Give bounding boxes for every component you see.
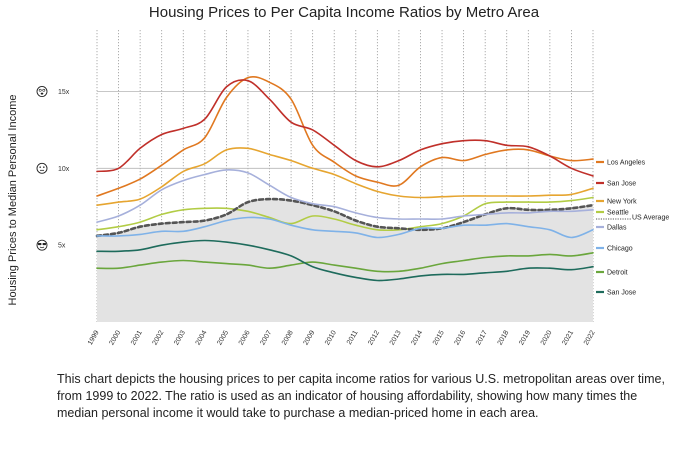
- x-tick-label: 2006: [238, 329, 252, 346]
- x-tick-label: 2003: [173, 329, 187, 346]
- legend-label: Chicago: [607, 246, 633, 253]
- x-tick-label: 2002: [152, 329, 166, 346]
- neutral-face-icon: [36, 162, 48, 174]
- series-line-1: [96, 79, 594, 177]
- x-tick-label: 2009: [303, 329, 317, 346]
- eye-left: [38, 88, 42, 92]
- series-line-3: [96, 196, 594, 232]
- x-tick-label: 2004: [195, 329, 209, 346]
- face-outline: [36, 239, 48, 251]
- x-tick-label: 2001: [130, 329, 144, 346]
- x-tick-label: 2016: [453, 329, 467, 346]
- y-tick-label: 10x: [58, 166, 70, 173]
- x-tick-label: 2013: [389, 329, 403, 346]
- x-tick-label: 2019: [518, 329, 532, 346]
- chart: Housing Prices to Per Capita Income Rati…: [7, 4, 669, 346]
- plot-area: 5x 10x 15x 1999 2000 2001 2002 2003 2004 2005 2006…: [36, 30, 669, 346]
- legend-label: Los Angeles: [607, 160, 646, 167]
- x-tick-label: 2018: [497, 329, 511, 346]
- series-line-6: [96, 216, 594, 239]
- eye-left: [39, 166, 41, 168]
- face-outline: [36, 162, 48, 174]
- series-line-4: [95, 197, 595, 238]
- us-average-shaded-area: [97, 199, 593, 322]
- series-line-7: [96, 252, 594, 273]
- sunglass-left: [38, 242, 42, 246]
- dizzy-face-icon: [36, 86, 48, 97]
- eye-right: [42, 88, 46, 92]
- face-outline: [36, 86, 48, 97]
- x-tick-label: 2021: [561, 329, 575, 346]
- legend-label: San Jose: [607, 290, 636, 297]
- legend-label: Seattle: [607, 210, 629, 217]
- x-tick-label: 1999: [87, 329, 101, 346]
- series-line-2: [96, 147, 594, 206]
- y-tick-label: 15x: [58, 89, 70, 96]
- series-line-0: [96, 75, 594, 197]
- x-tick-label: 2017: [475, 329, 489, 346]
- legend-label: US Average: [632, 215, 669, 222]
- sunglass-right: [42, 242, 46, 246]
- x-tick-label: 2012: [367, 329, 381, 346]
- x-tick-label: 2005: [216, 329, 230, 346]
- chart-title: Housing Prices to Per Capita Income Rati…: [149, 4, 540, 21]
- legend-label: Dallas: [607, 225, 627, 232]
- eye-right: [43, 166, 45, 168]
- x-tick-label: 2015: [432, 329, 446, 346]
- smile: [39, 246, 45, 249]
- y-tick-label: 5x: [58, 243, 66, 250]
- x-tick-label: 2011: [346, 329, 360, 346]
- series-line-5: [96, 169, 594, 223]
- x-tick-label: 2022: [583, 329, 597, 346]
- series-line-8: [96, 239, 594, 282]
- x-tick-label: 2008: [281, 329, 295, 346]
- legend-label: Detroit: [607, 270, 628, 277]
- mouth: [40, 92, 44, 95]
- x-tick-label: 2010: [324, 329, 338, 346]
- legend-label: San Jose: [607, 181, 636, 188]
- x-tick-label: 2020: [540, 329, 554, 346]
- chart-caption: This chart depicts the housing prices to…: [57, 372, 665, 420]
- y-axis-label: Housing Prices to Median Personal Income: [7, 95, 19, 306]
- x-tick-label: 2014: [410, 329, 424, 346]
- x-tick-label: 2000: [108, 329, 122, 346]
- x-tick-label: 2007: [259, 329, 273, 346]
- cool-face-icon: [36, 239, 48, 251]
- legend-label: New York: [607, 199, 637, 206]
